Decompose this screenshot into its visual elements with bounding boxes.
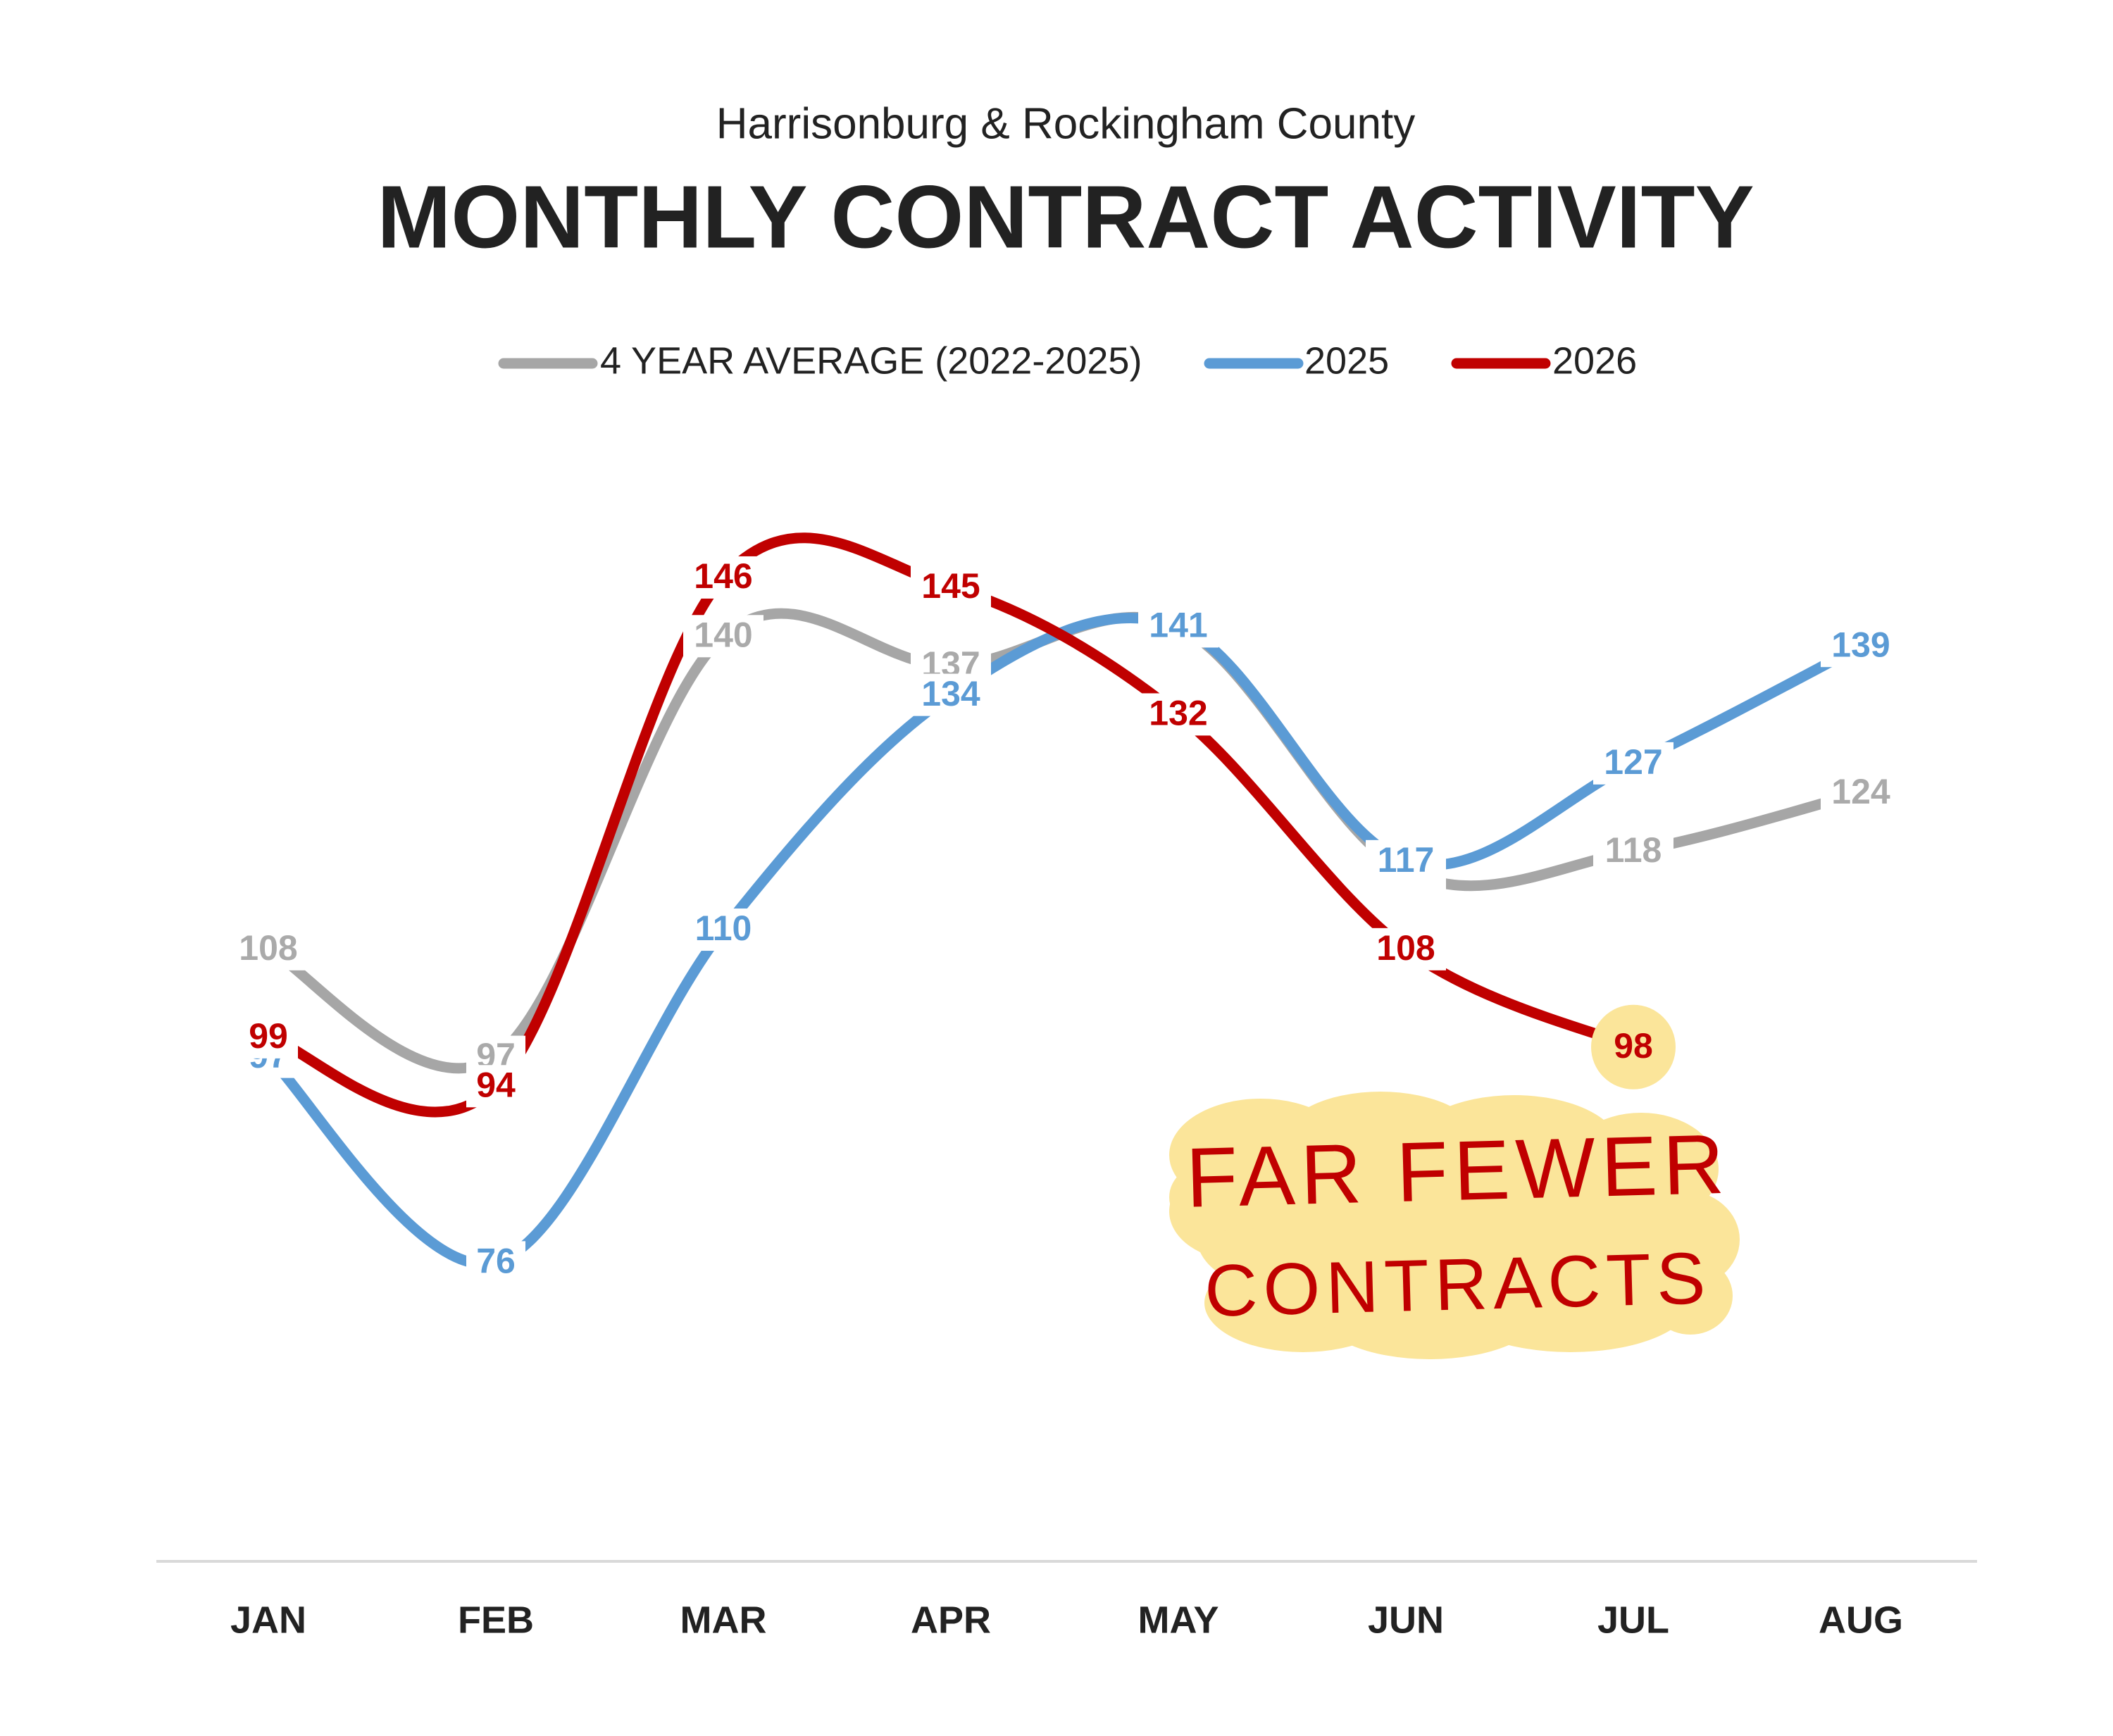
label-background	[1593, 830, 1673, 873]
label-background	[911, 673, 991, 716]
data-label: 145	[921, 566, 980, 606]
data-label: 127	[1604, 742, 1662, 782]
data-label: 140	[694, 615, 752, 654]
data-label: 108	[1376, 928, 1435, 968]
x-tick-label: JUL	[1597, 1599, 1669, 1641]
label-background	[683, 556, 763, 599]
label-background	[1821, 771, 1901, 814]
x-tick-label: JUN	[1368, 1599, 1444, 1641]
data-label: 94	[476, 1066, 516, 1105]
label-background	[466, 1065, 525, 1108]
chart-subtitle: Harrisonburg & Rockingham County	[716, 99, 1415, 148]
data-label: 132	[1149, 694, 1207, 733]
data-label: 108	[239, 928, 297, 968]
data-label: 124	[1831, 772, 1890, 811]
legend-label: 2026	[1552, 339, 1637, 382]
label-background	[1366, 839, 1446, 882]
label-background	[1138, 693, 1218, 736]
x-tick-label: APR	[911, 1599, 991, 1641]
label-background	[239, 1016, 298, 1059]
data-label: 76	[476, 1242, 516, 1281]
data-label: 110	[695, 908, 752, 948]
x-tick-label: AUG	[1819, 1599, 1903, 1641]
data-label: 98	[1614, 1026, 1653, 1066]
annotation-blob	[1226, 1134, 1648, 1261]
annotation-blob	[1451, 1254, 1690, 1352]
x-tick-label: JAN	[230, 1599, 306, 1641]
annotation-text: FAR FEWER	[1185, 1117, 1731, 1225]
data-label: 146	[694, 556, 752, 596]
label-background	[1366, 928, 1446, 970]
label-background	[1138, 605, 1218, 648]
series-line	[263, 532, 1639, 1118]
data-label: 139	[1831, 625, 1890, 664]
chart-title: MONTHLY CONTRACT ACTIVITY	[377, 167, 1754, 266]
label-background	[683, 908, 763, 951]
data-label: 117	[1378, 840, 1435, 880]
data-label: 141	[1149, 606, 1207, 645]
annotation-blob	[1169, 1162, 1254, 1232]
legend-label: 2025	[1304, 339, 1389, 382]
legend-label: 4 YEAR AVERAGE (2022-2025)	[600, 339, 1142, 382]
label-background	[466, 1241, 525, 1284]
label-background	[683, 615, 763, 658]
label-background	[228, 928, 308, 970]
x-tick-label: FEB	[458, 1599, 534, 1641]
data-label: 118	[1605, 830, 1662, 870]
x-tick-label: MAR	[680, 1599, 767, 1641]
x-tick-label: MAY	[1137, 1599, 1218, 1641]
label-background	[1821, 625, 1901, 668]
data-label: 134	[921, 674, 980, 713]
point-highlight	[1591, 1004, 1676, 1089]
label-background	[1593, 742, 1673, 785]
annotation-highlight	[1169, 1092, 1740, 1359]
data-label: 99	[249, 1016, 288, 1056]
annotation-blob	[1648, 1257, 1733, 1335]
annotation-text: CONTRACTS	[1204, 1237, 1712, 1332]
label-background	[911, 566, 991, 608]
